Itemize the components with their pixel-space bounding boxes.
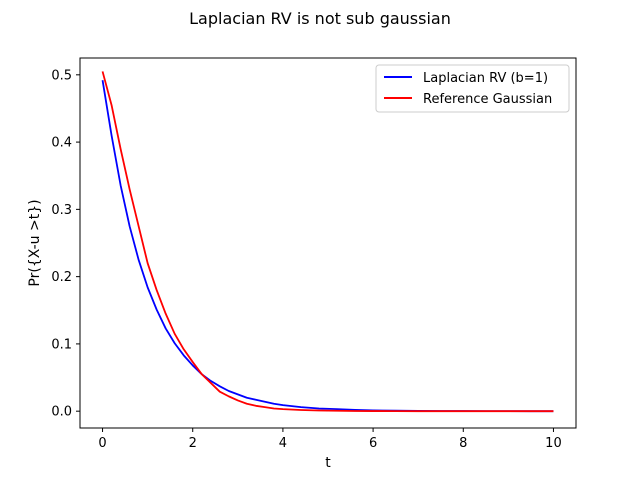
- x-axis-ticks: 0 2 4 6 8 10: [98, 428, 562, 451]
- series-layer: [101, 71, 554, 413]
- legend-label-gaussian: Reference Gaussian: [423, 92, 552, 107]
- series-line-gaussian: [101, 71, 554, 413]
- y-tick-label: 0.3: [51, 203, 72, 218]
- x-tick-label: 2: [189, 436, 197, 451]
- x-tick-label: 10: [545, 436, 562, 451]
- x-tick-label: 0: [98, 436, 106, 451]
- y-tick-label: 0.5: [51, 68, 72, 83]
- plot-area: 0 2 4 6 8 10 0.0 0.1 0.2 0.3 0.4 0.5: [51, 57, 577, 451]
- legend-label-laplacian: Laplacian RV (b=1): [423, 71, 548, 86]
- x-tick-label: 4: [279, 436, 287, 451]
- y-axis-ticks: 0.0 0.1 0.2 0.3 0.4 0.5: [51, 68, 80, 420]
- legend: Laplacian RV (b=1) Reference Gaussian: [375, 64, 570, 113]
- x-tick-label: 8: [459, 436, 467, 451]
- legend-box: [375, 64, 570, 113]
- x-tick-label: 6: [369, 436, 377, 451]
- y-tick-label: 0.0: [51, 405, 72, 420]
- axes-frame: [79, 57, 577, 429]
- y-axis-label: Pr({X-u >t}): [27, 199, 43, 286]
- x-axis-label: t: [325, 455, 331, 471]
- chart-title: Laplacian RV is not sub gaussian: [189, 9, 451, 28]
- y-tick-label: 0.1: [51, 337, 72, 352]
- y-tick-label: 0.4: [51, 136, 72, 151]
- y-tick-label: 0.2: [51, 270, 72, 285]
